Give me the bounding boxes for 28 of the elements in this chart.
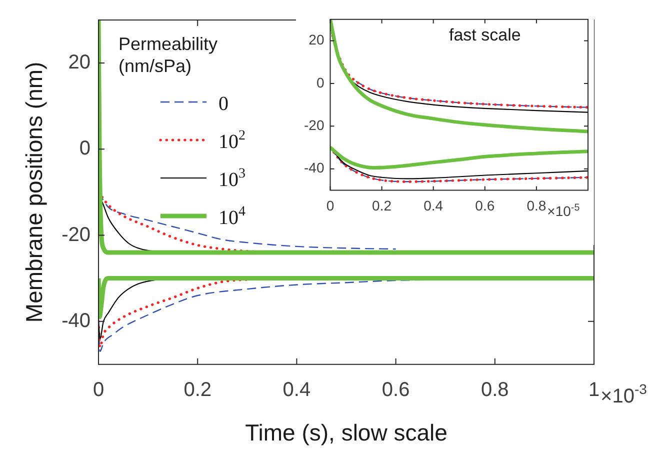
y-tick-label: -40 (62, 310, 91, 332)
x-tick-label: 0.6 (382, 378, 410, 401)
x-tick-label: 0.2 (184, 378, 212, 401)
line-series (355, 80, 588, 108)
line-series (330, 146, 588, 170)
x-tick-label: 0.2 (372, 197, 392, 214)
chart-title: fast scale (448, 26, 521, 45)
legend-label: 0 (218, 93, 229, 115)
x-tick-label: 0.6 (475, 197, 495, 214)
line-series (98, 20, 594, 255)
y-tick-label: 0 (79, 138, 91, 160)
x-tick-label: 0.8 (526, 197, 546, 214)
y-tick-label: -40 (304, 160, 324, 176)
x-tick-label: 0 (326, 197, 334, 214)
x-tick-label: 0.8 (480, 378, 509, 401)
y-tick-label: 20 (68, 52, 91, 74)
legend-title: Permeability (nm/sPa) (118, 34, 218, 76)
y-axis-title: Membrane positions (nm) (21, 62, 48, 323)
line-series (330, 19, 588, 134)
y-tick-label: -20 (62, 224, 91, 246)
y-tick-label: 20 (308, 32, 324, 48)
x-tick-label: 0.4 (424, 197, 444, 214)
y-tick-label: 0 (316, 74, 324, 90)
line-series (98, 276, 594, 320)
x-tick-label: 1 (588, 378, 600, 401)
y-tick-label: -20 (304, 117, 324, 134)
x-tick-label: 0.4 (282, 378, 311, 401)
x-axis-title: Time (s), slow scale (245, 420, 448, 446)
